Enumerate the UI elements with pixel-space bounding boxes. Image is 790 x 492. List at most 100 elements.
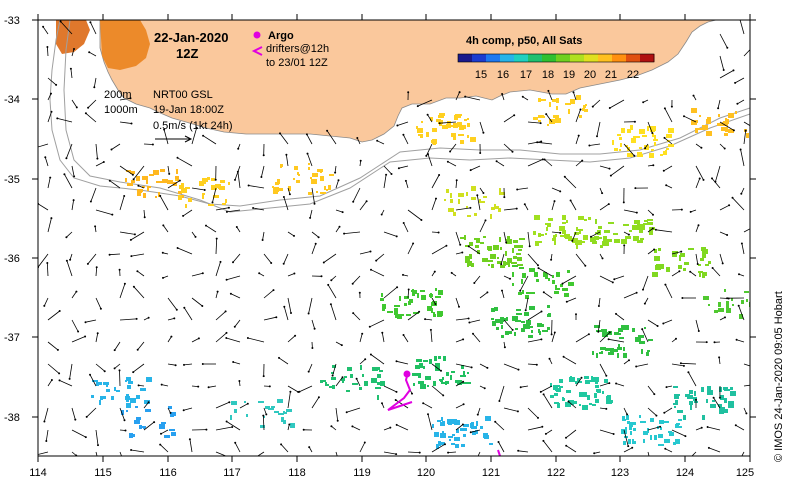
current-vector: [44, 157, 49, 167]
sst-pixel: [635, 337, 639, 342]
current-vector: [644, 297, 649, 304]
current-vector-head: [327, 283, 330, 286]
current-vector-head: [424, 318, 427, 321]
current-vector: [47, 310, 60, 321]
current-vector-head: [375, 259, 378, 262]
current-vector-head: [683, 115, 685, 118]
current-vector-head: [201, 305, 204, 307]
current-vector-head: [591, 105, 594, 108]
current-vector-head: [543, 158, 546, 161]
colorbar-tick: 20: [584, 69, 596, 81]
sst-pixel: [450, 193, 452, 198]
current-vector: [711, 178, 721, 189]
current-vector-head: [548, 357, 551, 360]
contour-1000-label: 1000m: [104, 104, 138, 116]
sst-pixel: [161, 422, 166, 424]
current-vector: [183, 363, 193, 366]
current-vector: [263, 253, 272, 264]
sst-pixel: [132, 434, 135, 437]
sst-pixel: [585, 392, 587, 397]
current-vector-head: [644, 147, 647, 150]
sst-pixel: [651, 149, 654, 151]
sst-pixel: [116, 390, 120, 392]
current-vector-head: [535, 363, 538, 366]
sst-pixel: [668, 431, 672, 433]
current-vector-head: [516, 410, 519, 413]
current-vector-head: [118, 268, 121, 271]
sst-pixel: [529, 306, 535, 310]
current-vector: [666, 184, 673, 189]
current-vector-head: [58, 310, 61, 312]
sst-pixel: [641, 349, 643, 354]
current-vector: [38, 143, 49, 148]
colorbar-segment: [640, 54, 655, 62]
current-vector-head: [183, 363, 185, 366]
current-vector: [95, 451, 98, 456]
current-vector-head: [641, 328, 644, 331]
sst-pixel: [160, 169, 165, 172]
current-vector-head: [590, 235, 592, 238]
sst-pixel: [718, 308, 724, 312]
current-vector: [71, 165, 75, 177]
current-vector-head: [438, 122, 441, 125]
current-vector-head: [84, 112, 87, 115]
sst-pixel: [480, 242, 484, 244]
current-vector: [623, 429, 629, 447]
current-vector: [713, 397, 721, 409]
current-vector: [665, 448, 673, 453]
current-vector-head: [97, 444, 99, 447]
current-vector-head: [515, 207, 518, 210]
sst-pixel: [125, 178, 127, 182]
sst-pixel: [708, 304, 710, 306]
sst-pixel: [433, 140, 436, 145]
current-vector: [719, 231, 728, 236]
sst-pixel: [728, 129, 734, 133]
sst-pixel: [694, 391, 696, 396]
sst-pixel: [483, 236, 486, 238]
current-vector: [212, 187, 217, 203]
current-vector: [740, 149, 745, 167]
sst-pixel: [461, 382, 466, 384]
current-vector: [167, 165, 170, 174]
current-vector-head: [203, 189, 206, 191]
sst-pixel: [140, 426, 146, 428]
current-vector-head: [643, 302, 646, 305]
current-vector-head: [364, 358, 367, 361]
sst-pixel: [679, 256, 681, 261]
current-vector: [159, 195, 169, 211]
sst-pixel: [503, 261, 506, 266]
current-vector: [396, 424, 409, 431]
sst-pixel: [293, 178, 295, 180]
current-vector-head: [307, 370, 310, 373]
current-vector-head: [162, 276, 164, 279]
current-vector-head: [235, 226, 238, 228]
current-vector: [455, 318, 469, 321]
current-vector: [455, 252, 463, 255]
current-vector-head: [511, 328, 514, 331]
sst-pixel: [494, 307, 498, 311]
current-vector-head: [73, 48, 75, 50]
current-vector: [308, 363, 313, 372]
sst-pixel: [135, 406, 138, 408]
sst-pixel: [610, 348, 614, 352]
current-vector: [543, 394, 553, 409]
current-vector: [191, 272, 203, 277]
current-vector-head: [420, 219, 423, 221]
current-vector: [671, 251, 682, 255]
current-vector-head: [702, 178, 705, 181]
x-tick-label: 114: [29, 467, 47, 479]
sst-pixel: [414, 290, 417, 294]
current-vector: [737, 99, 745, 105]
sst-pixel: [219, 186, 225, 190]
current-vector-head: [402, 334, 405, 336]
sst-pixel: [677, 410, 683, 413]
sst-pixel: [531, 292, 535, 294]
current-vector: [47, 46, 49, 57]
current-vector-head: [293, 272, 296, 275]
current-vector: [307, 153, 313, 167]
current-vector-head: [44, 156, 47, 159]
current-vector: [551, 332, 556, 343]
current-vector-head: [635, 365, 638, 368]
current-vector: [87, 253, 97, 265]
current-vector: [226, 337, 241, 343]
